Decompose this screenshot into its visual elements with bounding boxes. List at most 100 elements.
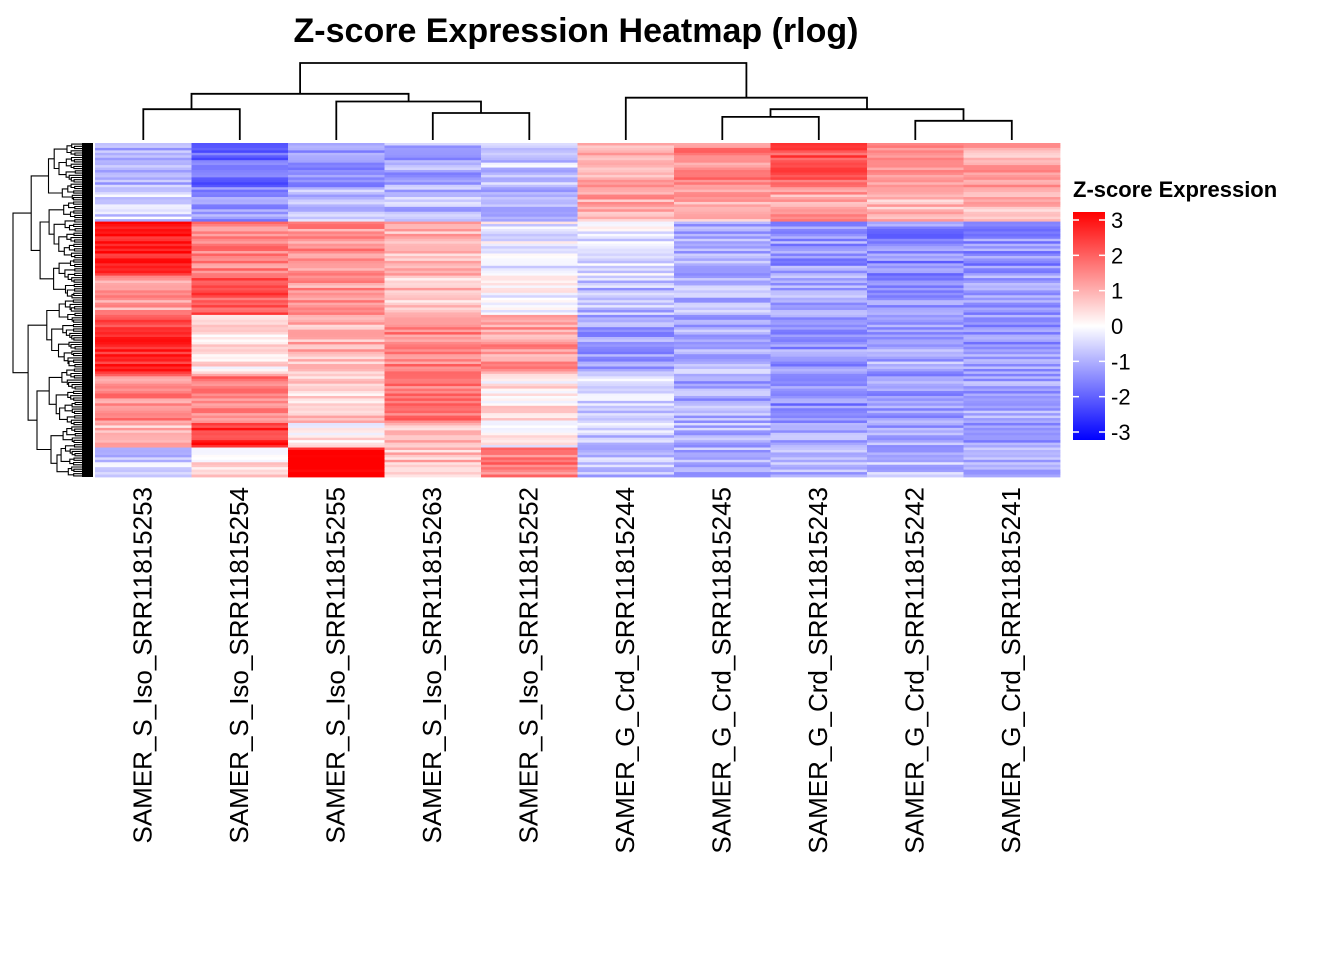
heatmap-cell bbox=[867, 393, 964, 397]
heatmap-cell bbox=[95, 376, 192, 380]
heatmap-cell bbox=[770, 403, 868, 407]
heatmap-cell bbox=[95, 145, 192, 149]
heatmap-cell bbox=[95, 233, 192, 237]
row-dendrogram-branch bbox=[58, 303, 68, 318]
heatmap-cell bbox=[577, 395, 675, 399]
heatmap-cell bbox=[674, 290, 771, 294]
heatmap-cell bbox=[577, 295, 675, 299]
heatmap-cell bbox=[770, 373, 868, 377]
heatmap-cell bbox=[191, 327, 289, 331]
heatmap-cell bbox=[577, 474, 675, 478]
heatmap-cell bbox=[963, 160, 1061, 164]
heatmap-cell bbox=[867, 449, 964, 453]
heatmap-cell bbox=[95, 322, 192, 326]
heatmap-cell bbox=[770, 221, 868, 225]
heatmap-cell bbox=[384, 422, 482, 426]
heatmap-cell bbox=[191, 474, 289, 478]
heatmap-cell bbox=[770, 243, 868, 247]
heatmap-cell bbox=[867, 233, 964, 237]
heatmap-cell bbox=[770, 216, 868, 220]
heatmap-cell bbox=[770, 184, 868, 188]
heatmap-cell bbox=[481, 361, 578, 365]
heatmap-cell bbox=[481, 386, 578, 389]
heatmap-cell bbox=[674, 192, 771, 195]
heatmap-cell bbox=[384, 302, 482, 306]
heatmap-cell bbox=[963, 167, 1061, 171]
heatmap-cell bbox=[577, 344, 675, 348]
heatmap-cell bbox=[95, 297, 192, 301]
heatmap-cell bbox=[674, 339, 771, 343]
heatmap-cell bbox=[481, 349, 578, 353]
heatmap-cell bbox=[674, 268, 771, 272]
heatmap-cell bbox=[674, 143, 771, 146]
heatmap-cell bbox=[384, 442, 482, 446]
heatmap-cell bbox=[867, 334, 964, 338]
heatmap-cell bbox=[191, 290, 289, 294]
heatmap-cell bbox=[674, 287, 771, 291]
heatmap-cell bbox=[577, 216, 675, 220]
heatmap-cell bbox=[384, 150, 482, 154]
heatmap-cell bbox=[963, 226, 1061, 230]
heatmap-cell bbox=[191, 219, 289, 222]
heatmap-cell bbox=[674, 231, 771, 235]
heatmap-cell bbox=[963, 206, 1061, 210]
heatmap-cell bbox=[963, 378, 1061, 382]
heatmap-cell bbox=[95, 472, 192, 475]
heatmap-cell bbox=[191, 403, 289, 407]
heatmap-cell bbox=[770, 435, 868, 439]
heatmap-cell bbox=[288, 410, 385, 414]
heatmap-cell bbox=[867, 322, 964, 326]
heatmap-cell bbox=[577, 307, 675, 311]
heatmap-cell bbox=[577, 442, 675, 446]
heatmap-cell bbox=[674, 415, 771, 419]
heatmap-cell bbox=[288, 221, 385, 225]
heatmap-cell bbox=[577, 282, 675, 286]
heatmap-cell bbox=[191, 334, 289, 338]
heatmap-cell bbox=[95, 447, 192, 451]
heatmap-cell bbox=[963, 452, 1061, 456]
heatmap-cell bbox=[963, 174, 1061, 178]
heatmap-cell bbox=[867, 337, 964, 340]
heatmap-cell bbox=[770, 265, 868, 269]
heatmap-cell bbox=[288, 219, 385, 222]
heatmap-cell bbox=[577, 454, 675, 458]
heatmap-cell bbox=[867, 292, 964, 296]
heatmap-cell bbox=[95, 307, 192, 311]
heatmap-cell bbox=[481, 462, 578, 466]
heatmap-cell bbox=[191, 344, 289, 348]
heatmap-cell bbox=[95, 324, 192, 328]
heatmap-cell bbox=[288, 209, 385, 213]
heatmap-cell bbox=[481, 285, 578, 289]
heatmap-cell bbox=[384, 349, 482, 353]
heatmap-cell bbox=[577, 457, 675, 461]
heatmap-cell bbox=[191, 302, 289, 306]
heatmap-cell bbox=[288, 349, 385, 353]
heatmap-cell bbox=[481, 226, 578, 230]
heatmap-cell bbox=[481, 310, 578, 313]
heatmap-cell bbox=[481, 474, 578, 478]
heatmap-cell bbox=[770, 241, 868, 245]
heatmap-cell bbox=[95, 275, 192, 279]
heatmap-cell bbox=[191, 322, 289, 326]
heatmap-cell bbox=[674, 248, 771, 252]
heatmap-cell bbox=[963, 415, 1061, 419]
heatmap-cell bbox=[770, 334, 868, 338]
heatmap-cell bbox=[577, 319, 675, 323]
heatmap-cell bbox=[674, 334, 771, 338]
heatmap-cell bbox=[288, 395, 385, 399]
heatmap-cell bbox=[674, 172, 771, 176]
heatmap-cell bbox=[963, 236, 1061, 240]
heatmap-cell bbox=[963, 209, 1061, 213]
heatmap-cell bbox=[95, 226, 192, 230]
heatmap-cell bbox=[384, 182, 482, 186]
heatmap-cell bbox=[191, 449, 289, 453]
heatmap-cell bbox=[867, 388, 964, 392]
heatmap-cell bbox=[867, 459, 964, 463]
heatmap-cell bbox=[867, 224, 964, 227]
heatmap-cell bbox=[288, 285, 385, 289]
row-dendrogram-branch bbox=[64, 284, 75, 294]
heatmap-cell bbox=[191, 408, 289, 412]
heatmap-cell bbox=[288, 361, 385, 365]
heatmap-cell bbox=[963, 162, 1061, 166]
heatmap-cell bbox=[481, 341, 578, 345]
